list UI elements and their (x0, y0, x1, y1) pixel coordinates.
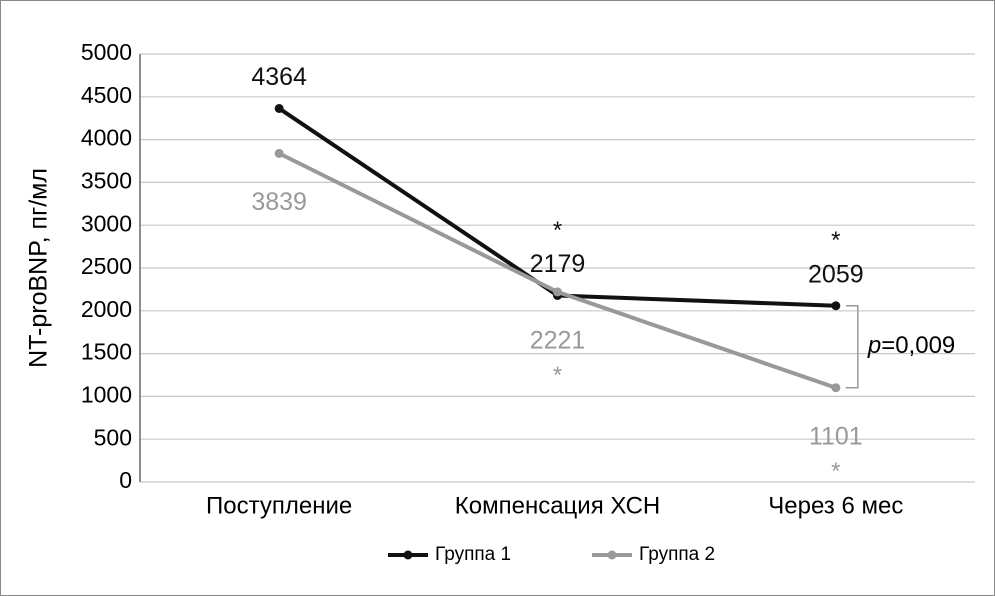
legend-marker (607, 550, 617, 560)
y-tick-label: 3500 (81, 167, 132, 193)
value-label: 1101 (809, 422, 863, 450)
point (553, 287, 562, 297)
p-text: =0,009 (881, 332, 955, 359)
point (274, 103, 284, 113)
value-label: 4364 (251, 63, 307, 91)
significance-marker: * (831, 458, 840, 485)
legend-label: Группа 2 (639, 544, 715, 565)
y-tick-label: 2500 (81, 253, 132, 279)
significance-marker: * (831, 227, 840, 254)
y-tick-label: 3000 (81, 210, 132, 236)
point (831, 383, 841, 393)
legend-marker (403, 550, 413, 560)
x-tick-label: Поступление (206, 492, 352, 519)
y-tick-label: 5000 (81, 39, 132, 65)
y-tick-label: 4000 (81, 125, 132, 151)
point (831, 301, 841, 311)
p-symbol: p (867, 332, 881, 359)
y-tick-label: 1000 (81, 381, 132, 407)
legend-label: Группа 1 (435, 544, 511, 565)
y-tick-label: 4500 (81, 82, 132, 108)
value-label: 2059 (808, 260, 864, 288)
bracket (845, 305, 859, 389)
x-tick-label: Компенсация ХСН (455, 492, 660, 519)
y-tick-label: 2000 (81, 296, 132, 322)
point (274, 148, 284, 158)
significance-marker: * (553, 362, 562, 389)
y-tick-label: 0 (119, 467, 132, 493)
x-tick-label: Через 6 мес (768, 492, 903, 519)
y-axis-label: NT-proBNP, пг/мл (25, 168, 53, 368)
significance-marker: * (553, 217, 562, 244)
value-label: 2221 (530, 326, 586, 354)
y-tick-label: 1500 (81, 339, 132, 365)
value-label: 3839 (251, 188, 307, 216)
p-value: p=0,009 (867, 332, 955, 359)
value-label: 2179 (530, 250, 586, 278)
y-tick-label: 500 (94, 424, 132, 450)
